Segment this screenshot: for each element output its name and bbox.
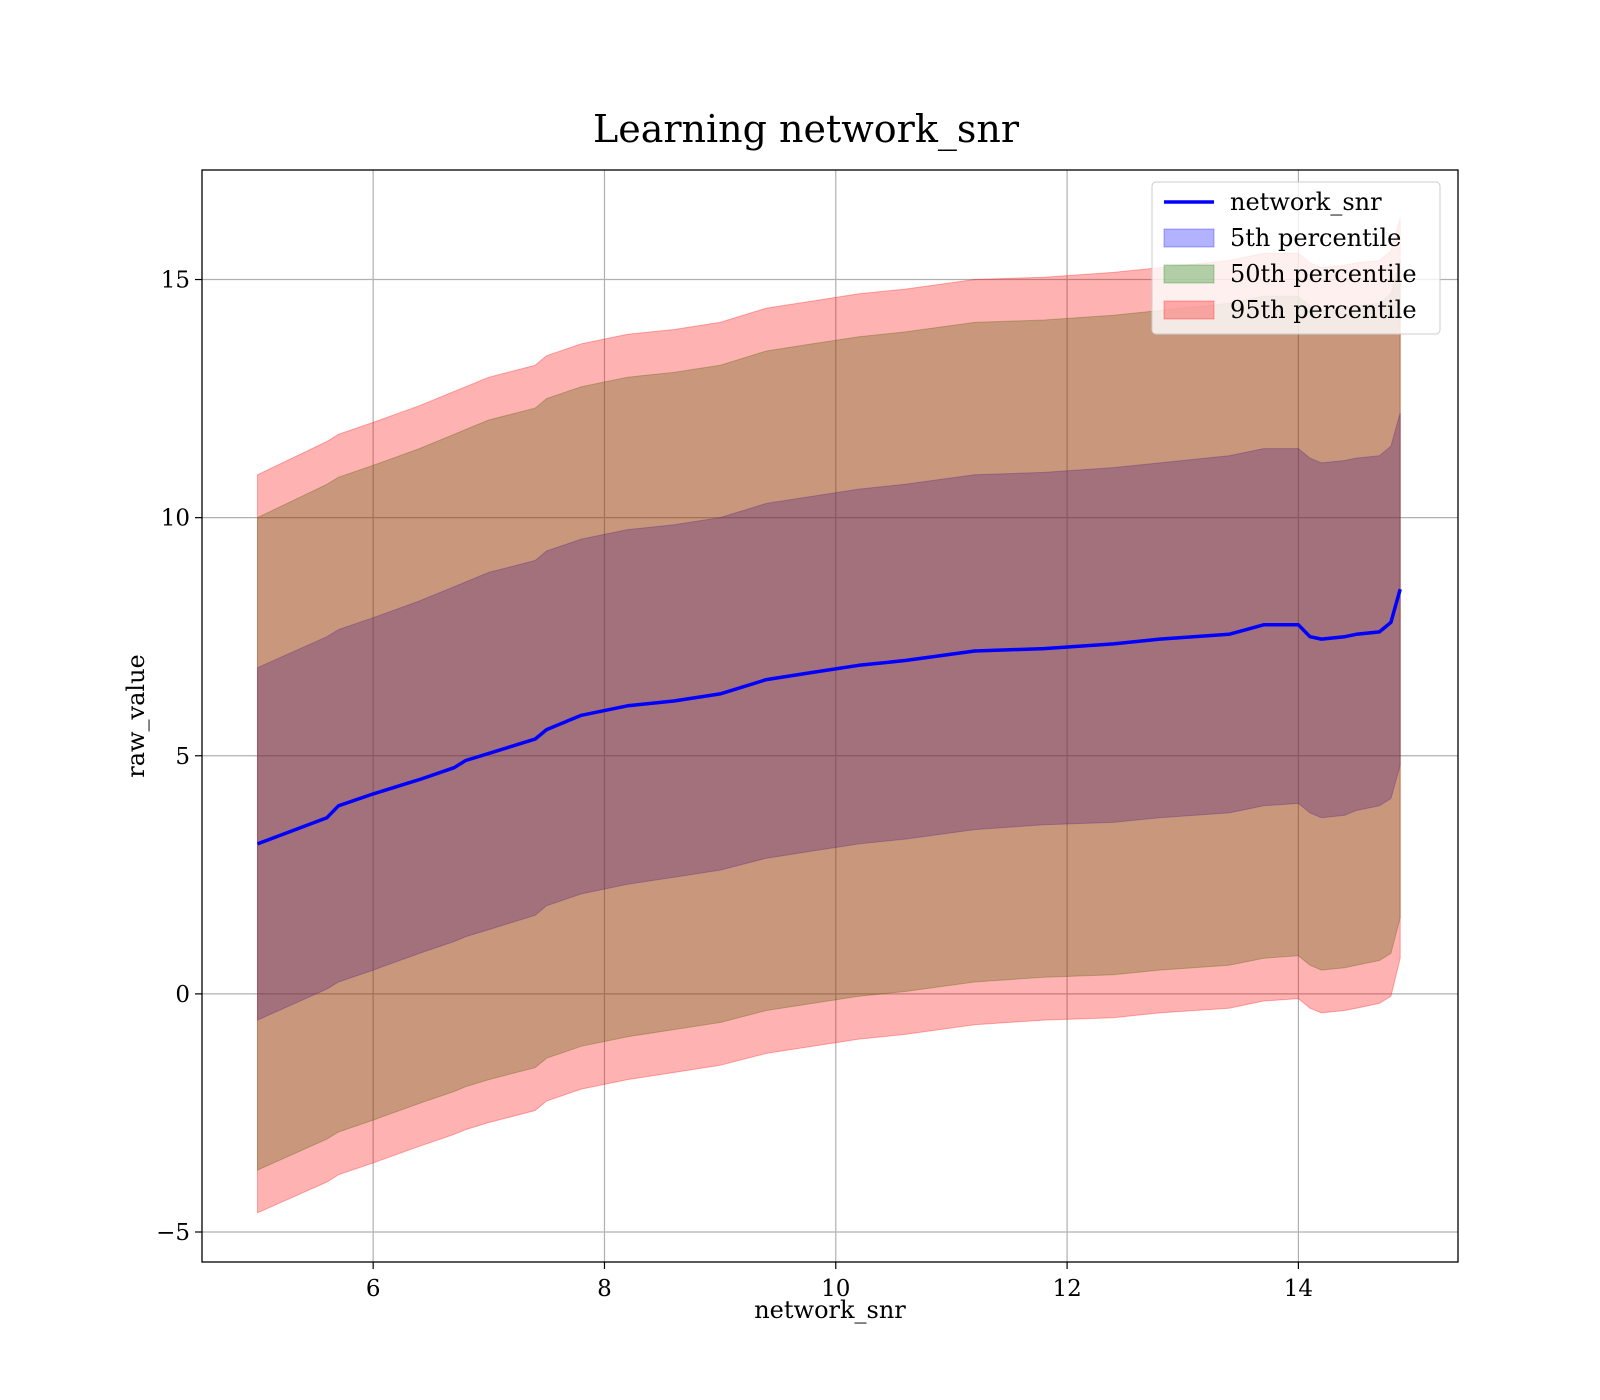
band-5th-percentile bbox=[257, 412, 1401, 1021]
legend-swatch bbox=[1163, 228, 1215, 248]
lines bbox=[256, 588, 1402, 846]
y-axis-label: raw_value bbox=[122, 654, 150, 778]
y-tick-label: 10 bbox=[161, 506, 190, 532]
legend-label: 5th percentile bbox=[1230, 224, 1401, 252]
legend-swatch bbox=[1163, 264, 1215, 284]
y-tick-label: 0 bbox=[175, 982, 190, 1008]
y-tick-label: −5 bbox=[156, 1220, 190, 1246]
x-tick-label: 14 bbox=[1284, 1276, 1313, 1302]
y-tick-label: 5 bbox=[175, 744, 190, 770]
line-network-snr bbox=[256, 588, 1402, 846]
legend-box bbox=[1151, 181, 1441, 335]
x-tick-label: 10 bbox=[821, 1276, 850, 1302]
legend: network_snr 5th percentile 50th percentile… bbox=[1151, 181, 1441, 335]
x-tick-label: 6 bbox=[366, 1276, 381, 1302]
x-ticks: 6 8 10 12 14 bbox=[366, 1262, 1313, 1302]
bands bbox=[257, 217, 1401, 1214]
legend-label: 50th percentile bbox=[1230, 260, 1417, 288]
legend-label: 95th percentile bbox=[1230, 296, 1417, 324]
x-tick-label: 12 bbox=[1052, 1276, 1081, 1302]
band-50th-percentile bbox=[257, 260, 1401, 1171]
x-tick-label: 8 bbox=[597, 1276, 612, 1302]
x-axis-label: network_snr bbox=[754, 1296, 906, 1324]
y-ticks: −5 0 5 10 15 bbox=[156, 268, 202, 1246]
y-tick-label: 15 bbox=[161, 268, 190, 294]
legend-label: network_snr bbox=[1230, 188, 1382, 216]
chart-title: Learning network_snr bbox=[593, 107, 1020, 152]
legend-swatch bbox=[1163, 300, 1215, 320]
plot-frame bbox=[201, 169, 1459, 1263]
band-95th-percentile bbox=[257, 217, 1401, 1214]
